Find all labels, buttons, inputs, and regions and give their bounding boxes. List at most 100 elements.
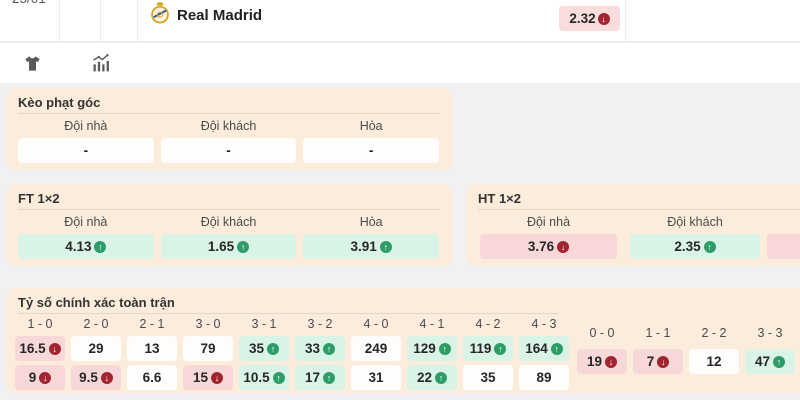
odds-cell[interactable]: - — [160, 138, 297, 163]
trend-down-icon — [48, 342, 61, 355]
trend-up-icon — [272, 371, 285, 384]
trend-up-icon — [494, 342, 507, 355]
column-header-draw: Hòa — [359, 215, 383, 229]
odds-cell[interactable]: - — [303, 138, 440, 163]
divider — [478, 209, 800, 210]
score-label: 1 - 0 — [27, 317, 53, 331]
score-label: 4 - 1 — [419, 317, 445, 331]
exact-score-card: Tỷ số chính xác toàn trận 1 - 0 2 - 0 2 … — [6, 288, 800, 393]
trend-up-icon — [379, 240, 392, 253]
column-divider — [625, 0, 626, 41]
section-title: FT 1×2 — [18, 191, 60, 206]
divider — [18, 313, 558, 314]
odds-cell[interactable]: 4.13 — [18, 234, 154, 259]
trend-down-icon — [657, 355, 670, 368]
score-label: 3 - 0 — [195, 317, 221, 331]
trend-down-icon — [39, 371, 52, 384]
score-label: 3 - 1 — [251, 317, 277, 331]
odds-cell[interactable]: 89 — [519, 365, 569, 390]
trend-up-icon — [550, 342, 563, 355]
column-header-home: Đội nhà — [526, 215, 571, 229]
column-header-home: Đội nhà — [64, 119, 108, 133]
trend-up-icon — [438, 342, 451, 355]
odds-cell[interactable]: - — [18, 138, 154, 163]
ht-1x2-card: HT 1×2 Đội nhà Đội khách 3.76 2.35 — [466, 184, 800, 266]
odds-cell[interactable]: 33 — [295, 336, 345, 361]
real-madrid-crest-icon — [150, 2, 170, 29]
column-divider — [100, 0, 101, 41]
trend-up-icon — [323, 342, 336, 355]
odds-cell[interactable]: 12 — [689, 349, 739, 374]
score-label: 4 - 0 — [363, 317, 389, 331]
odds-cell[interactable]: 2.35 — [630, 234, 760, 259]
section-title: HT 1×2 — [478, 191, 521, 206]
column-header-away: Đội khách — [667, 215, 723, 229]
score-label: 0 - 0 — [589, 326, 615, 340]
team-name: Real Madrid — [177, 7, 263, 24]
odds-cell[interactable]: 249 — [351, 336, 401, 361]
odds-cell[interactable]: 119 — [463, 336, 513, 361]
stats-chart-icon[interactable] — [88, 51, 112, 75]
odds-cell[interactable]: 35 — [463, 365, 513, 390]
trend-down-icon — [597, 12, 610, 25]
odds-cell[interactable]: 10.5 — [239, 365, 289, 390]
column-divider — [137, 0, 138, 41]
column-header-away: Đội khách — [200, 119, 257, 133]
odds-cell[interactable]: 3.91 — [303, 234, 440, 259]
odds-cell[interactable]: 1.65 — [160, 234, 297, 259]
match-odds-cell[interactable]: 2.32 — [559, 6, 620, 31]
trend-up-icon — [267, 342, 280, 355]
odds-cell[interactable]: 31 — [351, 365, 401, 390]
odds-cell[interactable]: 79 — [183, 336, 233, 361]
match-row: 25/01 Real Madrid 2.32 — [0, 0, 800, 42]
odds-cell[interactable]: 35 — [239, 336, 289, 361]
trend-down-icon — [100, 371, 113, 384]
divider — [18, 209, 439, 210]
odds-cell[interactable]: 13 — [127, 336, 177, 361]
trend-down-icon — [211, 371, 224, 384]
trend-up-icon — [94, 240, 107, 253]
score-label: 2 - 2 — [701, 326, 727, 340]
score-label: 4 - 2 — [475, 317, 501, 331]
odds-cell-partial[interactable] — [767, 234, 800, 259]
column-header-home: Đội nhà — [64, 215, 108, 229]
score-label: 3 - 2 — [307, 317, 333, 331]
jersey-icon[interactable] — [20, 51, 44, 75]
divider — [18, 113, 439, 114]
trend-down-icon — [605, 355, 618, 368]
draw-score-grid: 0 - 0 1 - 1 2 - 2 3 - 3 19 7 12 47 — [577, 326, 795, 374]
odds-cell[interactable]: 9.5 — [71, 365, 121, 390]
odds-cell[interactable]: 7 — [633, 349, 683, 374]
score-label: 4 - 3 — [531, 317, 557, 331]
odds-cell[interactable]: 29 — [71, 336, 121, 361]
odds-cell[interactable]: 15 — [183, 365, 233, 390]
odds-cell[interactable]: 16.5 — [15, 336, 65, 361]
odds-cell[interactable]: 6.6 — [127, 365, 177, 390]
column-divider — [59, 0, 60, 41]
odds-cell[interactable]: 47 — [745, 349, 795, 374]
team-cell[interactable]: Real Madrid — [150, 2, 262, 29]
odds-cell[interactable]: 17 — [295, 365, 345, 390]
trend-up-icon — [773, 355, 786, 368]
score-label: 2 - 1 — [139, 317, 165, 331]
odds-cell[interactable]: 9 — [15, 365, 65, 390]
score-label: 2 - 0 — [83, 317, 109, 331]
odds-value: 2.32 — [569, 11, 596, 26]
section-title: Kèo phạt góc — [18, 95, 101, 110]
column-header-away: Đội khách — [200, 215, 257, 229]
score-label: 1 - 1 — [645, 326, 671, 340]
odds-cell[interactable]: 129 — [407, 336, 457, 361]
score-label: 3 - 3 — [757, 326, 783, 340]
odds-cell[interactable]: 3.76 — [480, 234, 617, 259]
trend-up-icon — [703, 240, 716, 253]
score-grid: 1 - 0 2 - 0 2 - 1 3 - 0 3 - 1 3 - 2 4 - … — [15, 317, 569, 390]
odds-cell[interactable]: 19 — [577, 349, 627, 374]
trend-down-icon — [557, 240, 570, 253]
column-header-draw: Hòa — [359, 119, 383, 133]
corner-odds-card: Kèo phạt góc Đội nhà Đội khách Hòa - - - — [6, 88, 453, 170]
odds-cell[interactable]: 164 — [519, 336, 569, 361]
section-title: Tỷ số chính xác toàn trận — [18, 295, 175, 310]
match-date: 25/01 — [12, 0, 46, 6]
odds-cell[interactable]: 22 — [407, 365, 457, 390]
